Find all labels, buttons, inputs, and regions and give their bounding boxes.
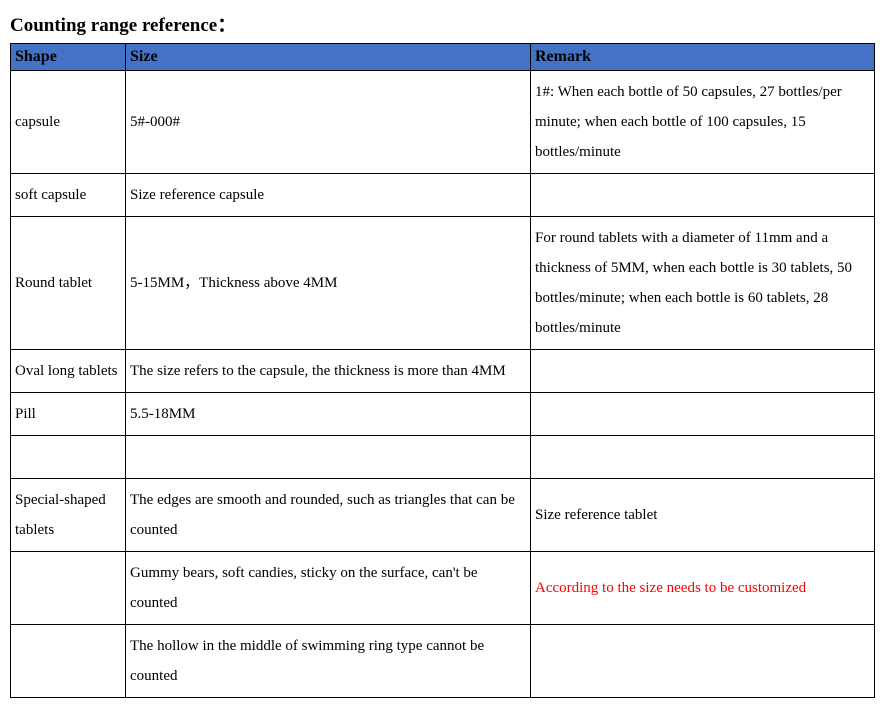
table-row [11, 436, 875, 479]
cell-size: 5-15MM，Thickness above 4MM [126, 217, 531, 350]
cell-size: 5.5-18MM [126, 393, 531, 436]
cell-shape: Pill [11, 393, 126, 436]
cell-shape [11, 552, 126, 625]
cell-size [126, 436, 531, 479]
cell-shape: Round tablet [11, 217, 126, 350]
cell-size: The size refers to the capsule, the thic… [126, 350, 531, 393]
cell-remark [531, 350, 875, 393]
table-row: The hollow in the middle of swimming rin… [11, 625, 875, 698]
table-row: capsule 5#-000# 1#: When each bottle of … [11, 71, 875, 174]
col-header-shape: Shape [11, 44, 126, 71]
table-row: Gummy bears, soft candies, sticky on the… [11, 552, 875, 625]
cell-shape: Oval long tablets [11, 350, 126, 393]
cell-remark [531, 625, 875, 698]
cell-shape: capsule [11, 71, 126, 174]
page-title: Counting range reference： [10, 10, 874, 37]
cell-remark: According to the size needs to be custom… [531, 552, 875, 625]
cell-shape: soft capsule [11, 174, 126, 217]
table-row: Round tablet 5-15MM，Thickness above 4MM … [11, 217, 875, 350]
cell-size: The hollow in the middle of swimming rin… [126, 625, 531, 698]
cell-remark: For round tablets with a diameter of 11m… [531, 217, 875, 350]
table-row: Special-shaped tablets The edges are smo… [11, 479, 875, 552]
cell-remark: 1#: When each bottle of 50 capsules, 27 … [531, 71, 875, 174]
col-header-size: Size [126, 44, 531, 71]
table-row: Pill 5.5-18MM [11, 393, 875, 436]
cell-shape: Special-shaped tablets [11, 479, 126, 552]
table-header-row: Shape Size Remark [11, 44, 875, 71]
table-row: Oval long tablets The size refers to the… [11, 350, 875, 393]
cell-size: Gummy bears, soft candies, sticky on the… [126, 552, 531, 625]
cell-size: The edges are smooth and rounded, such a… [126, 479, 531, 552]
cell-size: 5#-000# [126, 71, 531, 174]
cell-shape [11, 436, 126, 479]
cell-size: Size reference capsule [126, 174, 531, 217]
cell-shape [11, 625, 126, 698]
cell-remark [531, 436, 875, 479]
cell-remark [531, 393, 875, 436]
cell-remark [531, 174, 875, 217]
col-header-remark: Remark [531, 44, 875, 71]
cell-remark: Size reference tablet [531, 479, 875, 552]
table-row: soft capsule Size reference capsule [11, 174, 875, 217]
counting-range-table: Shape Size Remark capsule 5#-000# 1#: Wh… [10, 43, 875, 698]
